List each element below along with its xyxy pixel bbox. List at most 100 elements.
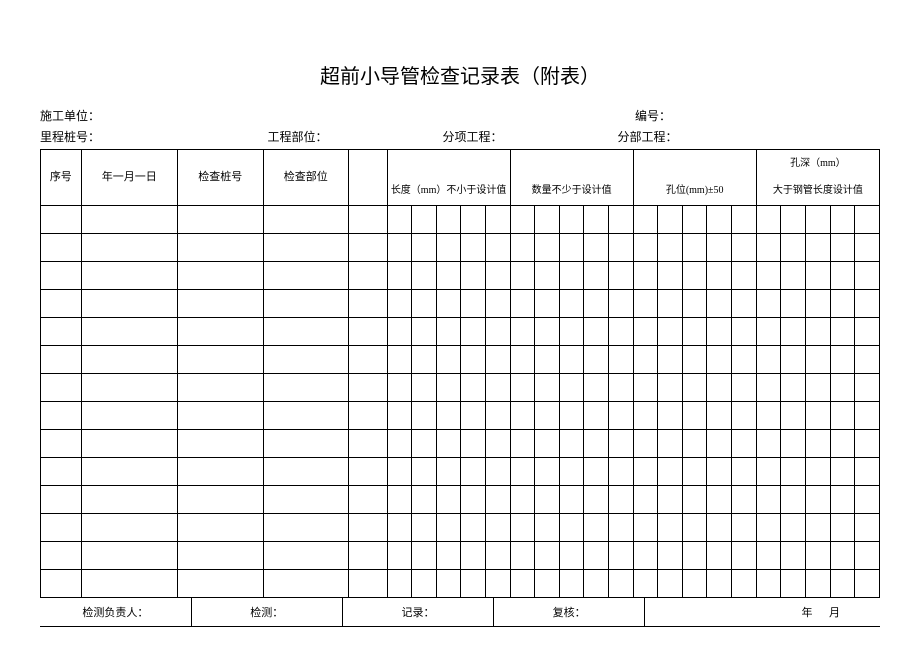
- table-cell-small: [707, 458, 732, 486]
- table-cell-small: [781, 206, 806, 234]
- table-cell-small: [485, 346, 510, 374]
- table-cell-small: [682, 262, 707, 290]
- table-cell: [177, 402, 263, 430]
- table-cell-small: [855, 486, 880, 514]
- table-cell-small: [609, 262, 634, 290]
- header-holedepth-bottom: 大于钢管长度设计值: [756, 178, 879, 206]
- table-cell-small: [756, 290, 781, 318]
- table-cell-small: [830, 402, 855, 430]
- table-cell-small: [855, 234, 880, 262]
- table-row: [41, 402, 880, 430]
- table-cell-small: [559, 570, 584, 598]
- table-cell-small: [559, 290, 584, 318]
- table-cell-small: [732, 486, 757, 514]
- table-cell-small: [485, 374, 510, 402]
- table-cell-small: [461, 430, 486, 458]
- table-cell-small: [436, 402, 461, 430]
- table-cell: [349, 458, 388, 486]
- table-cell-small: [805, 542, 830, 570]
- header-length-top: [387, 150, 510, 178]
- table-cell-small: [830, 374, 855, 402]
- table-cell-small: [535, 402, 560, 430]
- table-cell-small: [658, 570, 683, 598]
- table-cell-small: [756, 318, 781, 346]
- table-cell: [41, 234, 82, 262]
- table-cell-small: [559, 234, 584, 262]
- table-cell-small: [707, 234, 732, 262]
- table-cell-small: [609, 318, 634, 346]
- table-cell: [177, 458, 263, 486]
- page-title: 超前小导管检查记录表（附表）: [40, 60, 880, 89]
- table-cell-small: [535, 318, 560, 346]
- table-cell-small: [781, 402, 806, 430]
- table-cell-small: [707, 514, 732, 542]
- table-cell-small: [559, 458, 584, 486]
- table-cell: [177, 346, 263, 374]
- table-cell-small: [830, 318, 855, 346]
- table-cell-small: [682, 542, 707, 570]
- table-cell-small: [805, 234, 830, 262]
- table-cell-small: [658, 346, 683, 374]
- table-cell-small: [855, 206, 880, 234]
- table-cell-small: [436, 262, 461, 290]
- table-cell-small: [461, 374, 486, 402]
- table-cell-small: [633, 262, 658, 290]
- table-cell-small: [387, 458, 412, 486]
- table-cell-small: [485, 206, 510, 234]
- table-cell-small: [584, 402, 609, 430]
- table-cell-small: [412, 262, 437, 290]
- table-cell: [177, 570, 263, 598]
- table-cell-small: [658, 402, 683, 430]
- table-cell-small: [682, 430, 707, 458]
- table-cell-small: [436, 570, 461, 598]
- table-cell-small: [609, 486, 634, 514]
- table-cell-small: [633, 290, 658, 318]
- table-cell: [177, 318, 263, 346]
- table-cell-small: [436, 290, 461, 318]
- table-cell-small: [436, 542, 461, 570]
- table-cell-small: [756, 346, 781, 374]
- footer-inspector-leader: 检测负责人：: [40, 598, 191, 626]
- table-cell-small: [387, 262, 412, 290]
- table-cell-small: [485, 458, 510, 486]
- table-cell-small: [781, 458, 806, 486]
- table-cell-small: [855, 542, 880, 570]
- table-cell-small: [436, 234, 461, 262]
- table-cell: [263, 458, 349, 486]
- table-cell: [263, 346, 349, 374]
- table-cell-small: [485, 234, 510, 262]
- footer-row: 检测负责人： 检测： 记录： 复核： 年 月: [40, 598, 880, 626]
- table-cell: [41, 262, 82, 290]
- table-cell-small: [412, 318, 437, 346]
- table-cell-small: [682, 290, 707, 318]
- table-cell-small: [855, 290, 880, 318]
- table-cell-small: [682, 458, 707, 486]
- table-cell-small: [756, 402, 781, 430]
- table-cell-small: [658, 458, 683, 486]
- table-cell-small: [633, 402, 658, 430]
- table-cell-small: [658, 486, 683, 514]
- table-cell-small: [412, 206, 437, 234]
- table-cell-small: [633, 346, 658, 374]
- table-cell: [349, 430, 388, 458]
- table-cell-small: [485, 514, 510, 542]
- table-cell-small: [584, 430, 609, 458]
- table-cell-small: [707, 430, 732, 458]
- table-cell: [81, 458, 177, 486]
- table-cell-small: [559, 318, 584, 346]
- table-cell-small: [830, 262, 855, 290]
- table-cell-small: [805, 402, 830, 430]
- table-cell: [263, 570, 349, 598]
- table-cell-small: [535, 234, 560, 262]
- table-cell-small: [633, 542, 658, 570]
- table-cell-small: [485, 430, 510, 458]
- table-cell: [41, 514, 82, 542]
- table-cell-small: [412, 486, 437, 514]
- table-cell: [81, 346, 177, 374]
- table-cell-small: [658, 374, 683, 402]
- table-row: [41, 374, 880, 402]
- table-cell-small: [855, 318, 880, 346]
- table-cell-small: [412, 290, 437, 318]
- header-date: 年一月一日: [81, 150, 177, 206]
- table-cell-small: [609, 570, 634, 598]
